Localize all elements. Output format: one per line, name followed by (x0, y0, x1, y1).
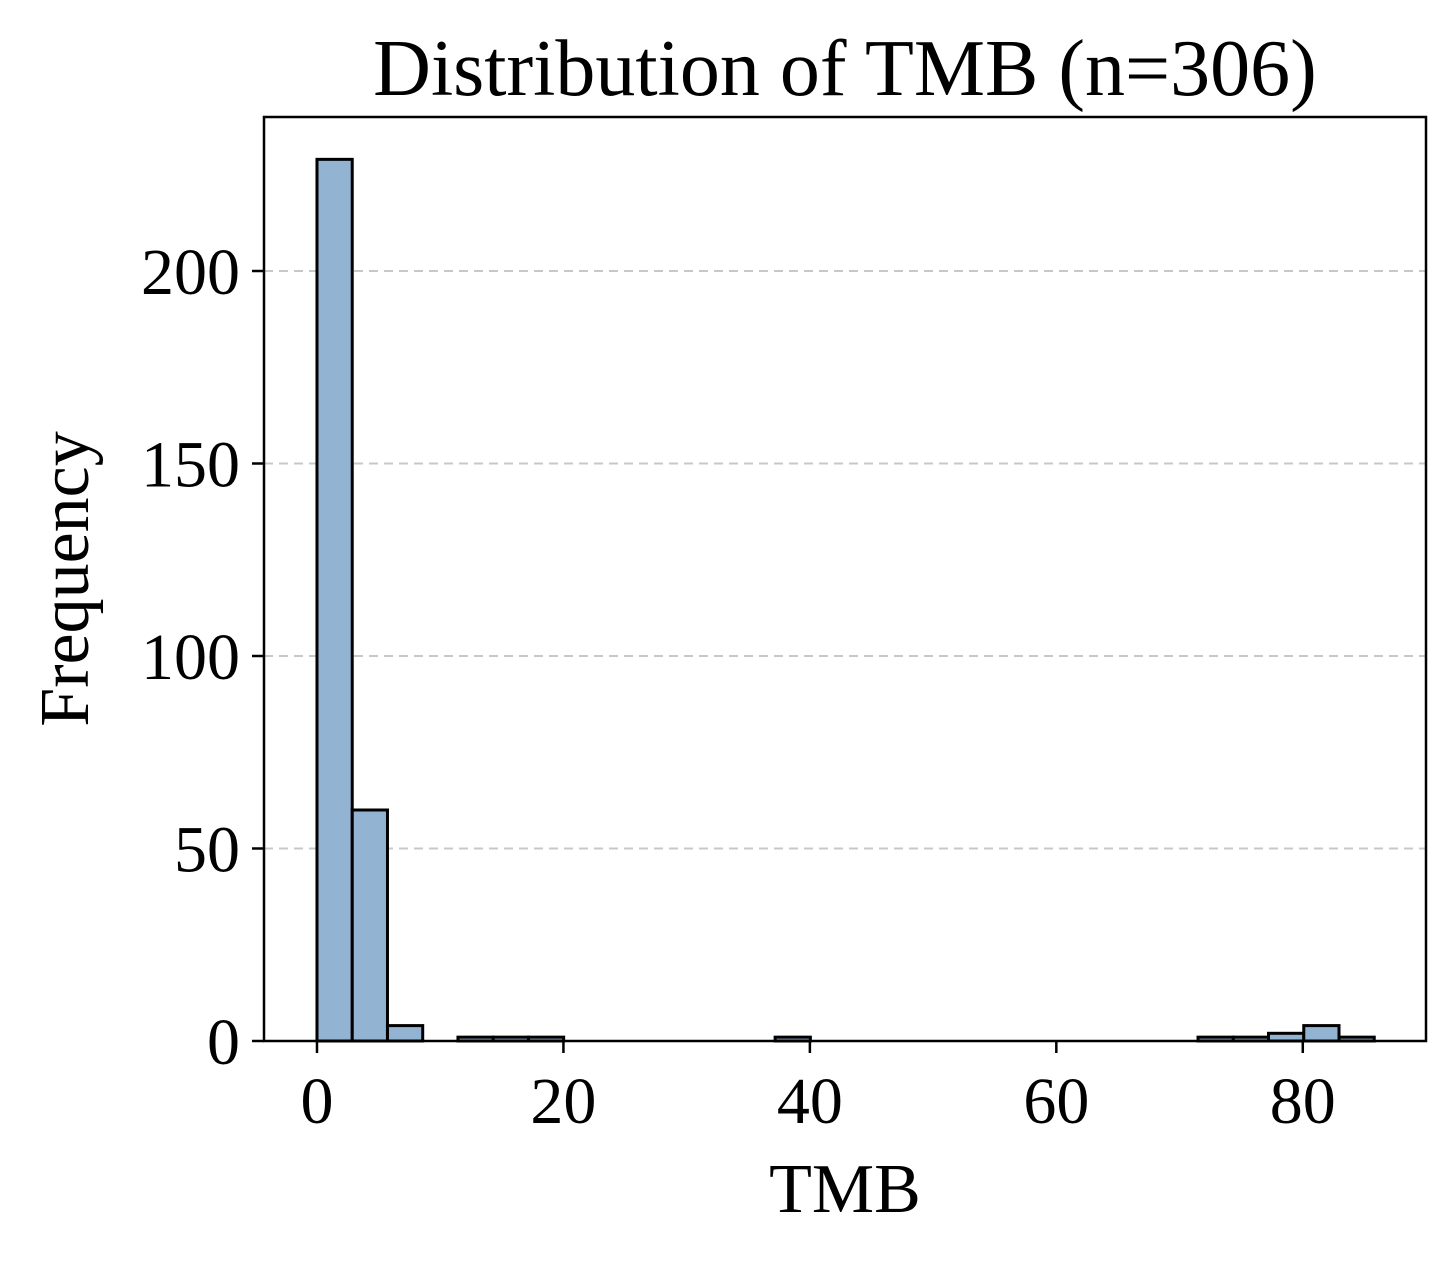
x-tick-label: 80 (1270, 1065, 1336, 1138)
y-tick-label: 0 (207, 1006, 240, 1079)
x-tick-label: 20 (530, 1065, 596, 1138)
histogram-bar (1302, 1024, 1341, 1043)
x-tick-label: 0 (300, 1065, 333, 1138)
histogram-bars (315, 157, 1376, 1043)
x-tick-label: 40 (777, 1065, 843, 1138)
axis-ticks: 0 20 40 60 80 0 50 100 150 200 (141, 236, 1336, 1138)
y-tick-label: 50 (174, 814, 240, 887)
histogram-bar (350, 808, 389, 1043)
y-tick-label: 200 (141, 236, 240, 309)
plot-frame (262, 115, 1428, 1043)
y-tick-label: 150 (141, 429, 240, 502)
histogram-bar (385, 1024, 425, 1043)
grid-lines (264, 270, 1426, 850)
y-tick-label: 100 (141, 621, 240, 694)
x-tick-label: 60 (1023, 1065, 1089, 1138)
chart-title: Distribution of TMB (n=306) (373, 25, 1317, 113)
histogram-bar (315, 157, 354, 1043)
x-axis-label: TMB (769, 1151, 921, 1228)
y-axis-label: Frequency (27, 431, 104, 726)
